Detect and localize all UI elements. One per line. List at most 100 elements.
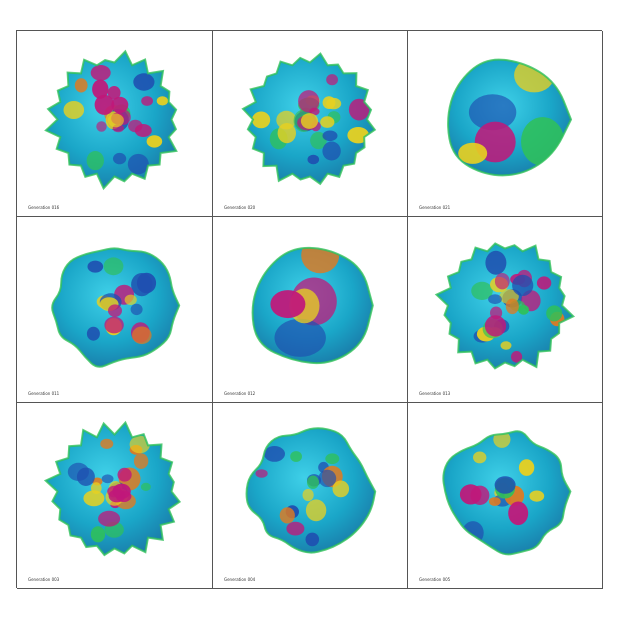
blob-spot bbox=[107, 113, 124, 128]
blob-spot bbox=[90, 526, 106, 543]
generation-cell[interactable]: Generation 020 bbox=[213, 31, 408, 217]
generation-caption: Generation 005 bbox=[419, 577, 451, 582]
blob-spot bbox=[136, 272, 157, 294]
blob-spot bbox=[117, 467, 132, 482]
blob-spot bbox=[86, 326, 100, 341]
blob-spot bbox=[100, 438, 114, 449]
blob-spot bbox=[290, 451, 302, 462]
blob-rim bbox=[51, 247, 181, 368]
blob-rim bbox=[447, 58, 573, 177]
blob-spot bbox=[130, 303, 143, 316]
generation-caption: Generation 011 bbox=[28, 391, 60, 396]
blob-body bbox=[436, 243, 574, 369]
blob-spot bbox=[488, 497, 501, 506]
blob-spot bbox=[133, 73, 155, 91]
generation-caption: Generation 003 bbox=[28, 577, 60, 582]
blob-spot bbox=[63, 101, 85, 119]
blob-render bbox=[44, 49, 178, 191]
generation-caption: Generation 013 bbox=[419, 391, 451, 396]
generation-cell[interactable]: Generation 012 bbox=[213, 217, 408, 403]
blob-spot bbox=[325, 453, 340, 464]
blob-spot bbox=[326, 97, 342, 110]
blob-spot bbox=[103, 257, 124, 276]
blob-spot bbox=[536, 276, 552, 290]
blob-spot bbox=[140, 482, 151, 491]
blob-spot bbox=[521, 117, 565, 166]
blob-spot bbox=[348, 98, 370, 121]
blob-spot bbox=[146, 135, 163, 148]
blob-spot bbox=[505, 298, 519, 315]
blob-spot bbox=[113, 152, 127, 165]
blob-spot bbox=[104, 316, 124, 334]
blob-spot bbox=[302, 488, 314, 502]
blob-rim bbox=[245, 427, 377, 554]
blob-spot bbox=[92, 79, 109, 99]
blob-spot bbox=[305, 532, 320, 547]
blob-spot bbox=[141, 96, 153, 106]
blob-spot bbox=[546, 305, 563, 322]
blob-spot bbox=[264, 446, 285, 462]
blob-spot bbox=[307, 475, 319, 489]
blob-spot bbox=[518, 304, 529, 315]
blob-spot bbox=[252, 111, 271, 129]
generation-caption: Generation 016 bbox=[28, 205, 60, 210]
generation-caption: Generation 020 bbox=[224, 205, 256, 210]
blob-spot bbox=[322, 141, 341, 161]
blob-spot bbox=[127, 153, 149, 175]
blob-spot bbox=[279, 507, 295, 524]
generation-cell[interactable]: Generation 013 bbox=[408, 217, 603, 403]
blob-spot bbox=[471, 281, 493, 300]
blob-spot bbox=[300, 113, 319, 129]
blob-spot bbox=[74, 78, 88, 93]
blob-spot bbox=[301, 247, 340, 274]
generation-cell[interactable]: Generation 003 bbox=[17, 403, 213, 589]
blob-spot bbox=[274, 318, 326, 357]
generation-cell[interactable]: Generation 016 bbox=[17, 31, 213, 217]
blob-spot bbox=[500, 341, 512, 350]
blob-spot bbox=[98, 510, 121, 527]
blob-spot bbox=[322, 130, 338, 142]
blob-spot bbox=[318, 469, 337, 488]
blob-spot bbox=[459, 484, 482, 505]
blob-spot bbox=[270, 290, 306, 319]
generation-grid: Generation 016 Generation 020 Generation… bbox=[16, 30, 603, 589]
blob-spot bbox=[494, 476, 516, 494]
blob-spot bbox=[101, 474, 114, 484]
blob-spot bbox=[67, 462, 89, 481]
blob-spot bbox=[255, 469, 268, 478]
blob-spot bbox=[326, 74, 338, 86]
blob-spot bbox=[332, 480, 350, 498]
blob-spot bbox=[307, 154, 320, 165]
blob-spot bbox=[286, 521, 305, 536]
blob-spot bbox=[94, 94, 115, 115]
blob-spot bbox=[488, 294, 502, 305]
blob-spot bbox=[458, 142, 488, 164]
blob-spot bbox=[485, 250, 507, 275]
blob-spot bbox=[508, 501, 529, 526]
blob-spot bbox=[512, 274, 534, 296]
generation-caption: Generation 021 bbox=[419, 205, 451, 210]
blob-spot bbox=[277, 123, 296, 144]
blob-spot bbox=[529, 490, 545, 502]
blob-spot bbox=[108, 304, 122, 317]
blob-spot bbox=[484, 315, 507, 337]
blob-spot bbox=[518, 459, 535, 476]
generation-cell[interactable]: Generation 011 bbox=[17, 217, 213, 403]
blob-rim bbox=[241, 52, 377, 186]
blob-spot bbox=[494, 273, 510, 290]
blob-spot bbox=[107, 485, 122, 498]
blob-render bbox=[241, 52, 377, 186]
blob-render bbox=[447, 58, 573, 177]
generation-caption: Generation 004 bbox=[224, 577, 256, 582]
generation-cell[interactable]: Generation 005 bbox=[408, 403, 603, 589]
blob-rim bbox=[44, 49, 178, 191]
blob-spot bbox=[96, 121, 107, 132]
blob-rim bbox=[43, 420, 182, 557]
generation-cell[interactable]: Generation 021 bbox=[408, 31, 603, 217]
blob-spot bbox=[87, 260, 104, 273]
blob-rim bbox=[434, 242, 576, 370]
blob-render bbox=[442, 430, 572, 556]
blob-rim bbox=[442, 430, 572, 556]
blob-spot bbox=[305, 499, 327, 522]
generation-cell[interactable]: Generation 004 bbox=[213, 403, 408, 589]
